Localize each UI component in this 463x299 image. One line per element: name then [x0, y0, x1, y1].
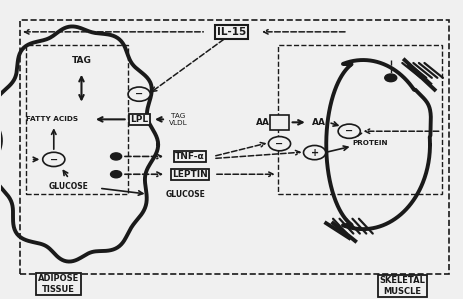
Text: FATTY ACIDS: FATTY ACIDS — [26, 116, 78, 122]
Circle shape — [111, 171, 122, 178]
Text: LPL: LPL — [130, 115, 148, 124]
Text: −: − — [135, 89, 143, 99]
Text: AA: AA — [256, 118, 270, 127]
Text: VLDL: VLDL — [169, 120, 188, 126]
Text: TAG: TAG — [171, 113, 186, 119]
Circle shape — [43, 152, 65, 167]
Circle shape — [128, 87, 150, 101]
Text: ADIPOSE
TISSUE: ADIPOSE TISSUE — [38, 274, 79, 294]
Circle shape — [111, 153, 122, 160]
Circle shape — [385, 74, 397, 82]
Text: TNF-α: TNF-α — [175, 152, 205, 161]
Text: LEPTIN: LEPTIN — [172, 170, 208, 179]
Text: −: − — [275, 139, 283, 149]
Text: IL-15: IL-15 — [217, 27, 246, 37]
Text: SKELETAL
MUSCLE: SKELETAL MUSCLE — [379, 276, 425, 296]
Text: GLUCOSE: GLUCOSE — [165, 190, 205, 199]
Text: PROTEIN: PROTEIN — [352, 140, 388, 146]
Text: GLUCOSE: GLUCOSE — [49, 181, 89, 190]
Text: AA: AA — [312, 118, 326, 127]
Text: TAG: TAG — [72, 56, 91, 65]
Text: −: − — [50, 154, 58, 164]
Circle shape — [269, 137, 291, 151]
Circle shape — [338, 124, 360, 138]
Text: −: − — [345, 126, 353, 136]
FancyBboxPatch shape — [270, 115, 289, 130]
Circle shape — [304, 146, 325, 160]
Text: +: + — [311, 148, 319, 158]
